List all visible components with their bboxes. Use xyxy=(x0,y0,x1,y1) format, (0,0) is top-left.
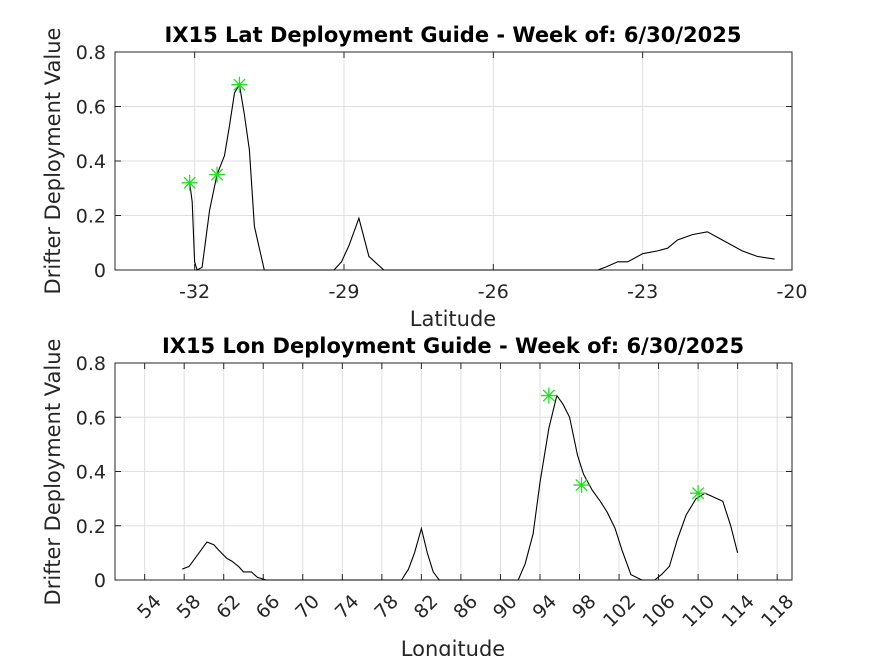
x-tick-label: 58 xyxy=(173,591,206,624)
deployment-marker xyxy=(231,76,248,93)
series-line xyxy=(181,394,739,581)
series-line xyxy=(189,83,775,271)
marker-stroke xyxy=(691,487,705,500)
x-tick-label: 70 xyxy=(291,591,324,624)
x-tick-label: 54 xyxy=(133,591,166,624)
x-tick-label: 66 xyxy=(252,591,285,624)
deployment-marker xyxy=(540,387,557,404)
y-axis-label: Drifter Deployment Value xyxy=(41,339,65,606)
x-axis-label: Longitude xyxy=(401,637,505,656)
x-tick-label: 86 xyxy=(449,591,482,624)
deployment-marker xyxy=(690,485,707,502)
x-tick-label: 90 xyxy=(489,591,522,624)
x-tick-label: 94 xyxy=(528,591,561,624)
marker-stroke xyxy=(575,478,588,492)
y-tick-label: 0 xyxy=(94,260,106,282)
y-tick-label: 0.4 xyxy=(76,462,106,484)
x-axis-label: Latitude xyxy=(410,307,496,331)
latitude-panel: IX15 Lat Deployment Guide - Week of: 6/3… xyxy=(41,23,808,331)
chart-title: IX15 Lat Deployment Guide - Week of: 6/3… xyxy=(165,23,742,47)
chart-title: IX15 Lon Deployment Guide - Week of: 6/3… xyxy=(162,334,744,358)
longitude-panel: IX15 Lon Deployment Guide - Week of: 6/3… xyxy=(41,334,798,656)
x-tick-label: -20 xyxy=(776,281,807,303)
x-tick-label: 82 xyxy=(410,591,443,624)
x-tick-label: -26 xyxy=(478,281,509,303)
y-tick-label: 0.2 xyxy=(76,516,106,538)
y-tick-label: 0.6 xyxy=(76,97,106,119)
marker-stroke xyxy=(210,168,224,181)
y-tick-label: 0.6 xyxy=(76,407,106,429)
x-tick-label: 78 xyxy=(370,591,403,624)
x-tick-label: -32 xyxy=(179,281,210,303)
marker-stroke xyxy=(233,78,246,91)
x-tick-label: 102 xyxy=(599,591,640,632)
y-axis-label: Drifter Deployment Value xyxy=(41,28,65,295)
x-tick-label: 114 xyxy=(718,591,759,632)
x-tick-label: 106 xyxy=(639,591,680,632)
y-tick-label: 0.8 xyxy=(76,353,106,375)
y-tick-label: 0.4 xyxy=(76,151,106,173)
x-tick-label: 118 xyxy=(757,591,798,632)
marker-stroke xyxy=(542,389,555,402)
x-tick-label: -23 xyxy=(627,281,658,303)
deployment-marker xyxy=(181,174,198,191)
deployment-marker xyxy=(573,477,590,494)
x-tick-label: 98 xyxy=(568,591,601,624)
deployment-marker xyxy=(209,166,226,183)
x-tick-label: -29 xyxy=(328,281,359,303)
x-tick-label: 74 xyxy=(331,591,364,624)
y-tick-label: 0.2 xyxy=(76,206,106,228)
y-tick-label: 0.8 xyxy=(76,42,106,64)
x-tick-label: 62 xyxy=(212,591,245,624)
x-tick-label: 110 xyxy=(678,591,719,632)
marker-stroke xyxy=(183,176,196,189)
y-tick-label: 0 xyxy=(94,570,106,592)
